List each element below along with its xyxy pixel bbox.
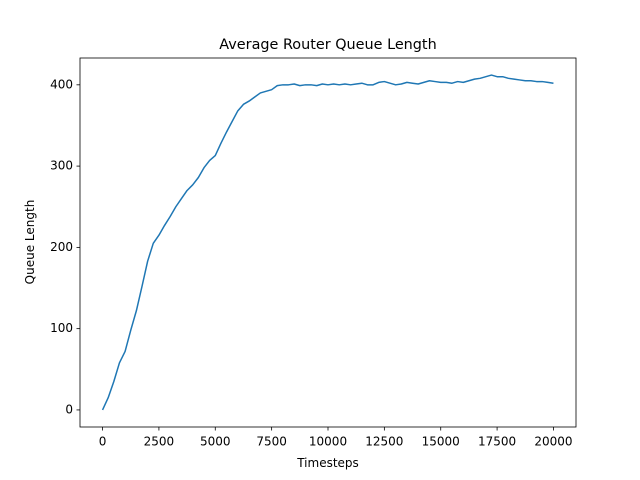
y-tick-label: 0 — [65, 402, 73, 416]
x-tick-label: 2500 — [144, 435, 175, 449]
x-tick-label: 12500 — [365, 435, 403, 449]
chart-title: Average Router Queue Length — [219, 37, 436, 53]
y-tick-label: 300 — [50, 159, 73, 173]
data-line — [101, 74, 554, 411]
y-axis-label: Queue Length — [23, 200, 37, 285]
x-tick-label: 5000 — [200, 435, 231, 449]
y-tick-label: 200 — [50, 240, 73, 254]
y-tick-label: 100 — [50, 321, 73, 335]
axes-frame — [79, 57, 577, 428]
y-tick-label: 400 — [50, 77, 73, 91]
x-axis-label: Timesteps — [296, 456, 359, 470]
x-tick-label: 17500 — [478, 435, 516, 449]
x-tick-label: 20000 — [534, 435, 572, 449]
x-tick-label: 15000 — [422, 435, 460, 449]
x-tick-label: 10000 — [309, 435, 347, 449]
x-tick-label: 0 — [99, 435, 107, 449]
x-tick-label: 7500 — [256, 435, 287, 449]
